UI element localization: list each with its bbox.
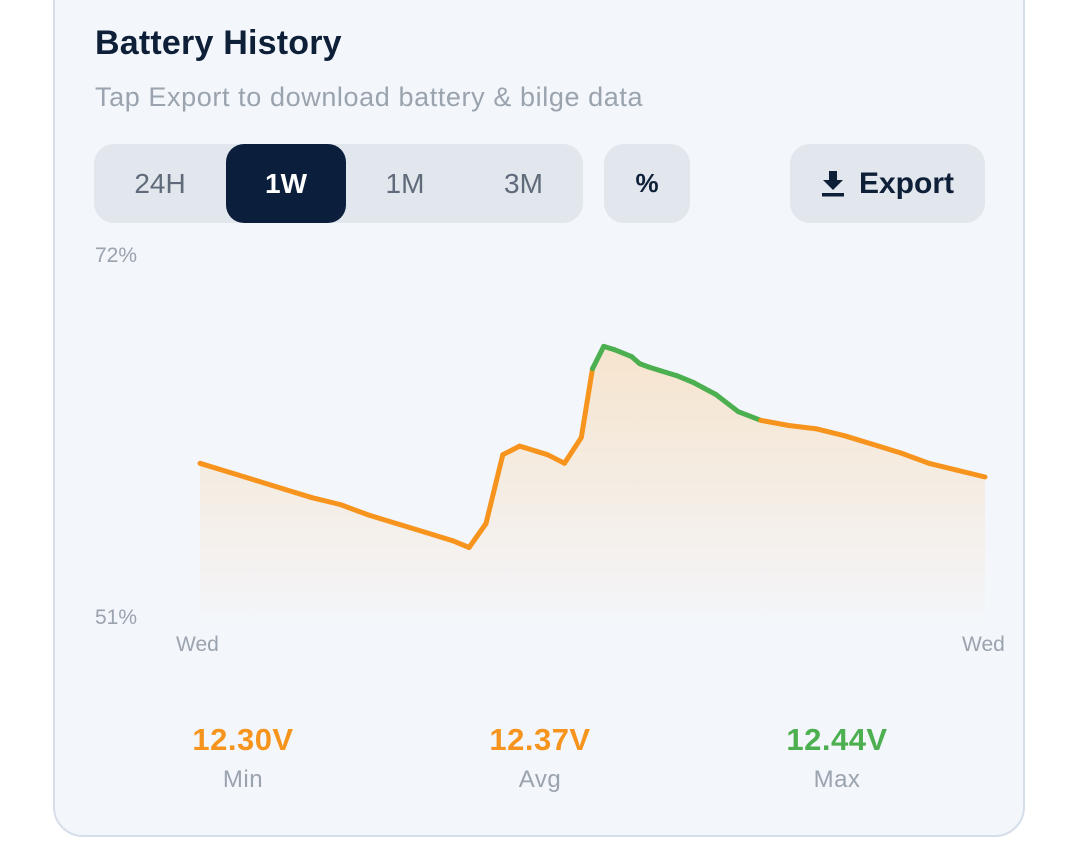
export-label: Export [858, 166, 954, 200]
chart-line-segment [483, 452, 506, 526]
chart-line-segment [578, 366, 595, 440]
chart-line-segment [926, 460, 960, 473]
chart-line-segment [225, 469, 259, 483]
chart-line-segment [545, 452, 567, 466]
chart-line-segment [309, 495, 343, 507]
chart-area-fill [200, 346, 985, 618]
battery-history-card [53, 0, 1025, 837]
tab-24h[interactable]: 24H [134, 167, 186, 199]
x-axis-end-label: Wed [962, 633, 1005, 656]
chart-line-segment [713, 392, 741, 415]
chart-line-segment [197, 460, 231, 475]
y-axis-max-label: 72% [95, 244, 138, 267]
min-voltage-value: 12.30V [192, 722, 294, 757]
chart-line-segment [500, 443, 523, 458]
chart-line-segment [590, 343, 607, 372]
min-voltage-label: Min [222, 766, 264, 793]
max-voltage-value: 12.44V [786, 722, 888, 757]
chart-line-segment [690, 380, 719, 397]
chart-line-segment [758, 417, 792, 428]
chart-line-segment [562, 435, 584, 466]
export-button[interactable]: Export [790, 144, 985, 223]
time-range-selector: 24H 1W 1M 3M [94, 144, 583, 223]
chart-line-segment [253, 478, 287, 492]
chart-line-segment [466, 521, 489, 550]
chart-line-segment [842, 433, 876, 447]
card-subtitle: Tap Export to download battery & bilge d… [95, 82, 644, 112]
tab-1w[interactable]: 1W [226, 144, 346, 223]
chart-line-segment [814, 426, 848, 439]
chart-line-segment [612, 347, 635, 360]
chart-line-segment [674, 373, 696, 385]
tab-3m[interactable]: 3M [504, 167, 543, 199]
y-axis-min-label: 51% [95, 606, 138, 629]
chart-line-segment [657, 368, 680, 379]
chart-line-segment [393, 521, 427, 535]
avg-voltage-label: Avg [518, 766, 562, 793]
chart-line-segment [337, 502, 371, 518]
chart-line-segment [421, 529, 455, 544]
x-axis-start-label: Wed [176, 633, 219, 656]
percent-toggle-button[interactable]: % [604, 144, 690, 223]
chart-line-segment [898, 450, 932, 466]
chart-line-segment [786, 423, 820, 432]
max-voltage-label: Max [813, 766, 861, 793]
download-icon [821, 170, 845, 197]
tab-1m[interactable]: 1M [385, 167, 425, 199]
chart-line-segment [870, 441, 904, 456]
card-title: Battery History [95, 24, 342, 62]
chart-line-segment [954, 467, 988, 480]
chart-line-segment [365, 512, 399, 526]
avg-voltage-value: 12.37V [489, 722, 591, 757]
chart-line-segment [449, 538, 472, 550]
chart-line-segment [281, 486, 315, 501]
chart-line-segment [735, 409, 764, 423]
